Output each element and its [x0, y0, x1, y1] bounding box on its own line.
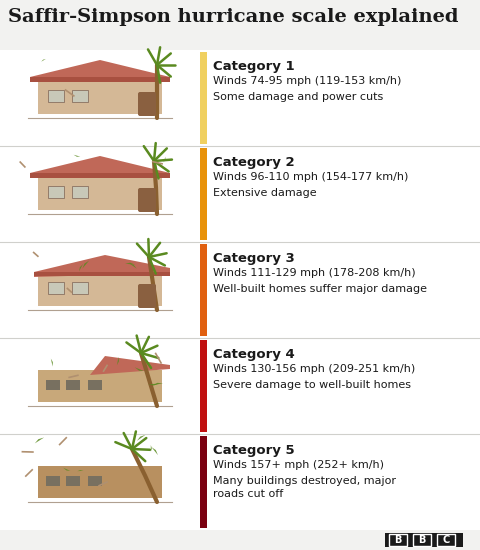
- Text: Extensive damage: Extensive damage: [213, 188, 317, 198]
- Text: Winds 130-156 mph (209-251 km/h): Winds 130-156 mph (209-251 km/h): [213, 364, 415, 374]
- Polygon shape: [125, 263, 135, 265]
- Polygon shape: [41, 59, 46, 62]
- Polygon shape: [151, 445, 152, 452]
- FancyBboxPatch shape: [88, 476, 102, 486]
- Text: Winds 96-110 mph (154-177 km/h): Winds 96-110 mph (154-177 km/h): [213, 172, 408, 182]
- Polygon shape: [73, 155, 80, 157]
- Text: Saffir-Simpson hurricane scale explained: Saffir-Simpson hurricane scale explained: [8, 8, 458, 26]
- FancyBboxPatch shape: [46, 380, 60, 390]
- Text: Category 2: Category 2: [213, 156, 295, 169]
- FancyBboxPatch shape: [48, 186, 64, 198]
- Polygon shape: [135, 367, 144, 371]
- FancyBboxPatch shape: [46, 476, 60, 486]
- Polygon shape: [163, 157, 166, 162]
- FancyBboxPatch shape: [413, 534, 431, 546]
- Polygon shape: [148, 383, 159, 386]
- FancyBboxPatch shape: [72, 90, 88, 102]
- Text: Severe damage to well-built homes: Severe damage to well-built homes: [213, 380, 411, 390]
- Text: C: C: [443, 535, 450, 545]
- Polygon shape: [83, 261, 89, 268]
- Polygon shape: [117, 357, 119, 365]
- FancyBboxPatch shape: [200, 52, 207, 144]
- FancyBboxPatch shape: [437, 534, 455, 546]
- FancyBboxPatch shape: [200, 148, 207, 240]
- Text: Winds 157+ mph (252+ km/h): Winds 157+ mph (252+ km/h): [213, 460, 384, 470]
- FancyBboxPatch shape: [38, 274, 162, 306]
- Polygon shape: [51, 359, 53, 366]
- FancyBboxPatch shape: [66, 380, 80, 390]
- FancyBboxPatch shape: [385, 533, 463, 547]
- Text: Category 1: Category 1: [213, 60, 295, 73]
- Text: Many buildings destroyed, major
roads cut off: Many buildings destroyed, major roads cu…: [213, 476, 396, 499]
- Polygon shape: [63, 468, 70, 471]
- Polygon shape: [34, 255, 170, 277]
- Text: Category 3: Category 3: [213, 252, 295, 265]
- FancyBboxPatch shape: [0, 146, 480, 242]
- Text: B: B: [418, 535, 426, 545]
- Text: Category 5: Category 5: [213, 444, 295, 457]
- Polygon shape: [153, 383, 163, 386]
- FancyBboxPatch shape: [38, 178, 162, 210]
- Polygon shape: [152, 447, 158, 455]
- FancyBboxPatch shape: [88, 380, 102, 390]
- FancyBboxPatch shape: [38, 466, 162, 498]
- FancyBboxPatch shape: [72, 186, 88, 198]
- FancyBboxPatch shape: [138, 188, 156, 212]
- FancyBboxPatch shape: [389, 534, 407, 546]
- Text: Winds 74-95 mph (119-153 km/h): Winds 74-95 mph (119-153 km/h): [213, 76, 401, 86]
- FancyBboxPatch shape: [0, 242, 480, 338]
- FancyBboxPatch shape: [30, 173, 170, 178]
- Polygon shape: [79, 264, 83, 271]
- FancyBboxPatch shape: [138, 284, 156, 308]
- Polygon shape: [77, 470, 84, 471]
- FancyBboxPatch shape: [66, 476, 80, 486]
- Text: Some damage and power cuts: Some damage and power cuts: [213, 92, 383, 102]
- Polygon shape: [137, 435, 145, 441]
- FancyBboxPatch shape: [72, 282, 88, 294]
- Text: Winds 111-129 mph (178-208 km/h): Winds 111-129 mph (178-208 km/h): [213, 268, 416, 278]
- Text: B: B: [394, 535, 402, 545]
- FancyBboxPatch shape: [48, 282, 64, 294]
- FancyBboxPatch shape: [34, 272, 170, 276]
- Polygon shape: [90, 356, 170, 375]
- FancyBboxPatch shape: [48, 90, 64, 102]
- Text: Category 4: Category 4: [213, 348, 295, 361]
- Polygon shape: [30, 60, 170, 82]
- FancyBboxPatch shape: [200, 340, 207, 432]
- FancyBboxPatch shape: [138, 92, 156, 116]
- FancyBboxPatch shape: [38, 370, 162, 402]
- FancyBboxPatch shape: [0, 434, 480, 530]
- Polygon shape: [30, 156, 170, 178]
- FancyBboxPatch shape: [0, 50, 480, 146]
- FancyBboxPatch shape: [38, 82, 162, 114]
- FancyBboxPatch shape: [0, 338, 480, 434]
- Polygon shape: [130, 263, 137, 269]
- Text: Well-built homes suffer major damage: Well-built homes suffer major damage: [213, 284, 427, 294]
- FancyBboxPatch shape: [200, 244, 207, 336]
- FancyBboxPatch shape: [30, 77, 170, 82]
- FancyBboxPatch shape: [200, 436, 207, 528]
- Polygon shape: [35, 437, 44, 443]
